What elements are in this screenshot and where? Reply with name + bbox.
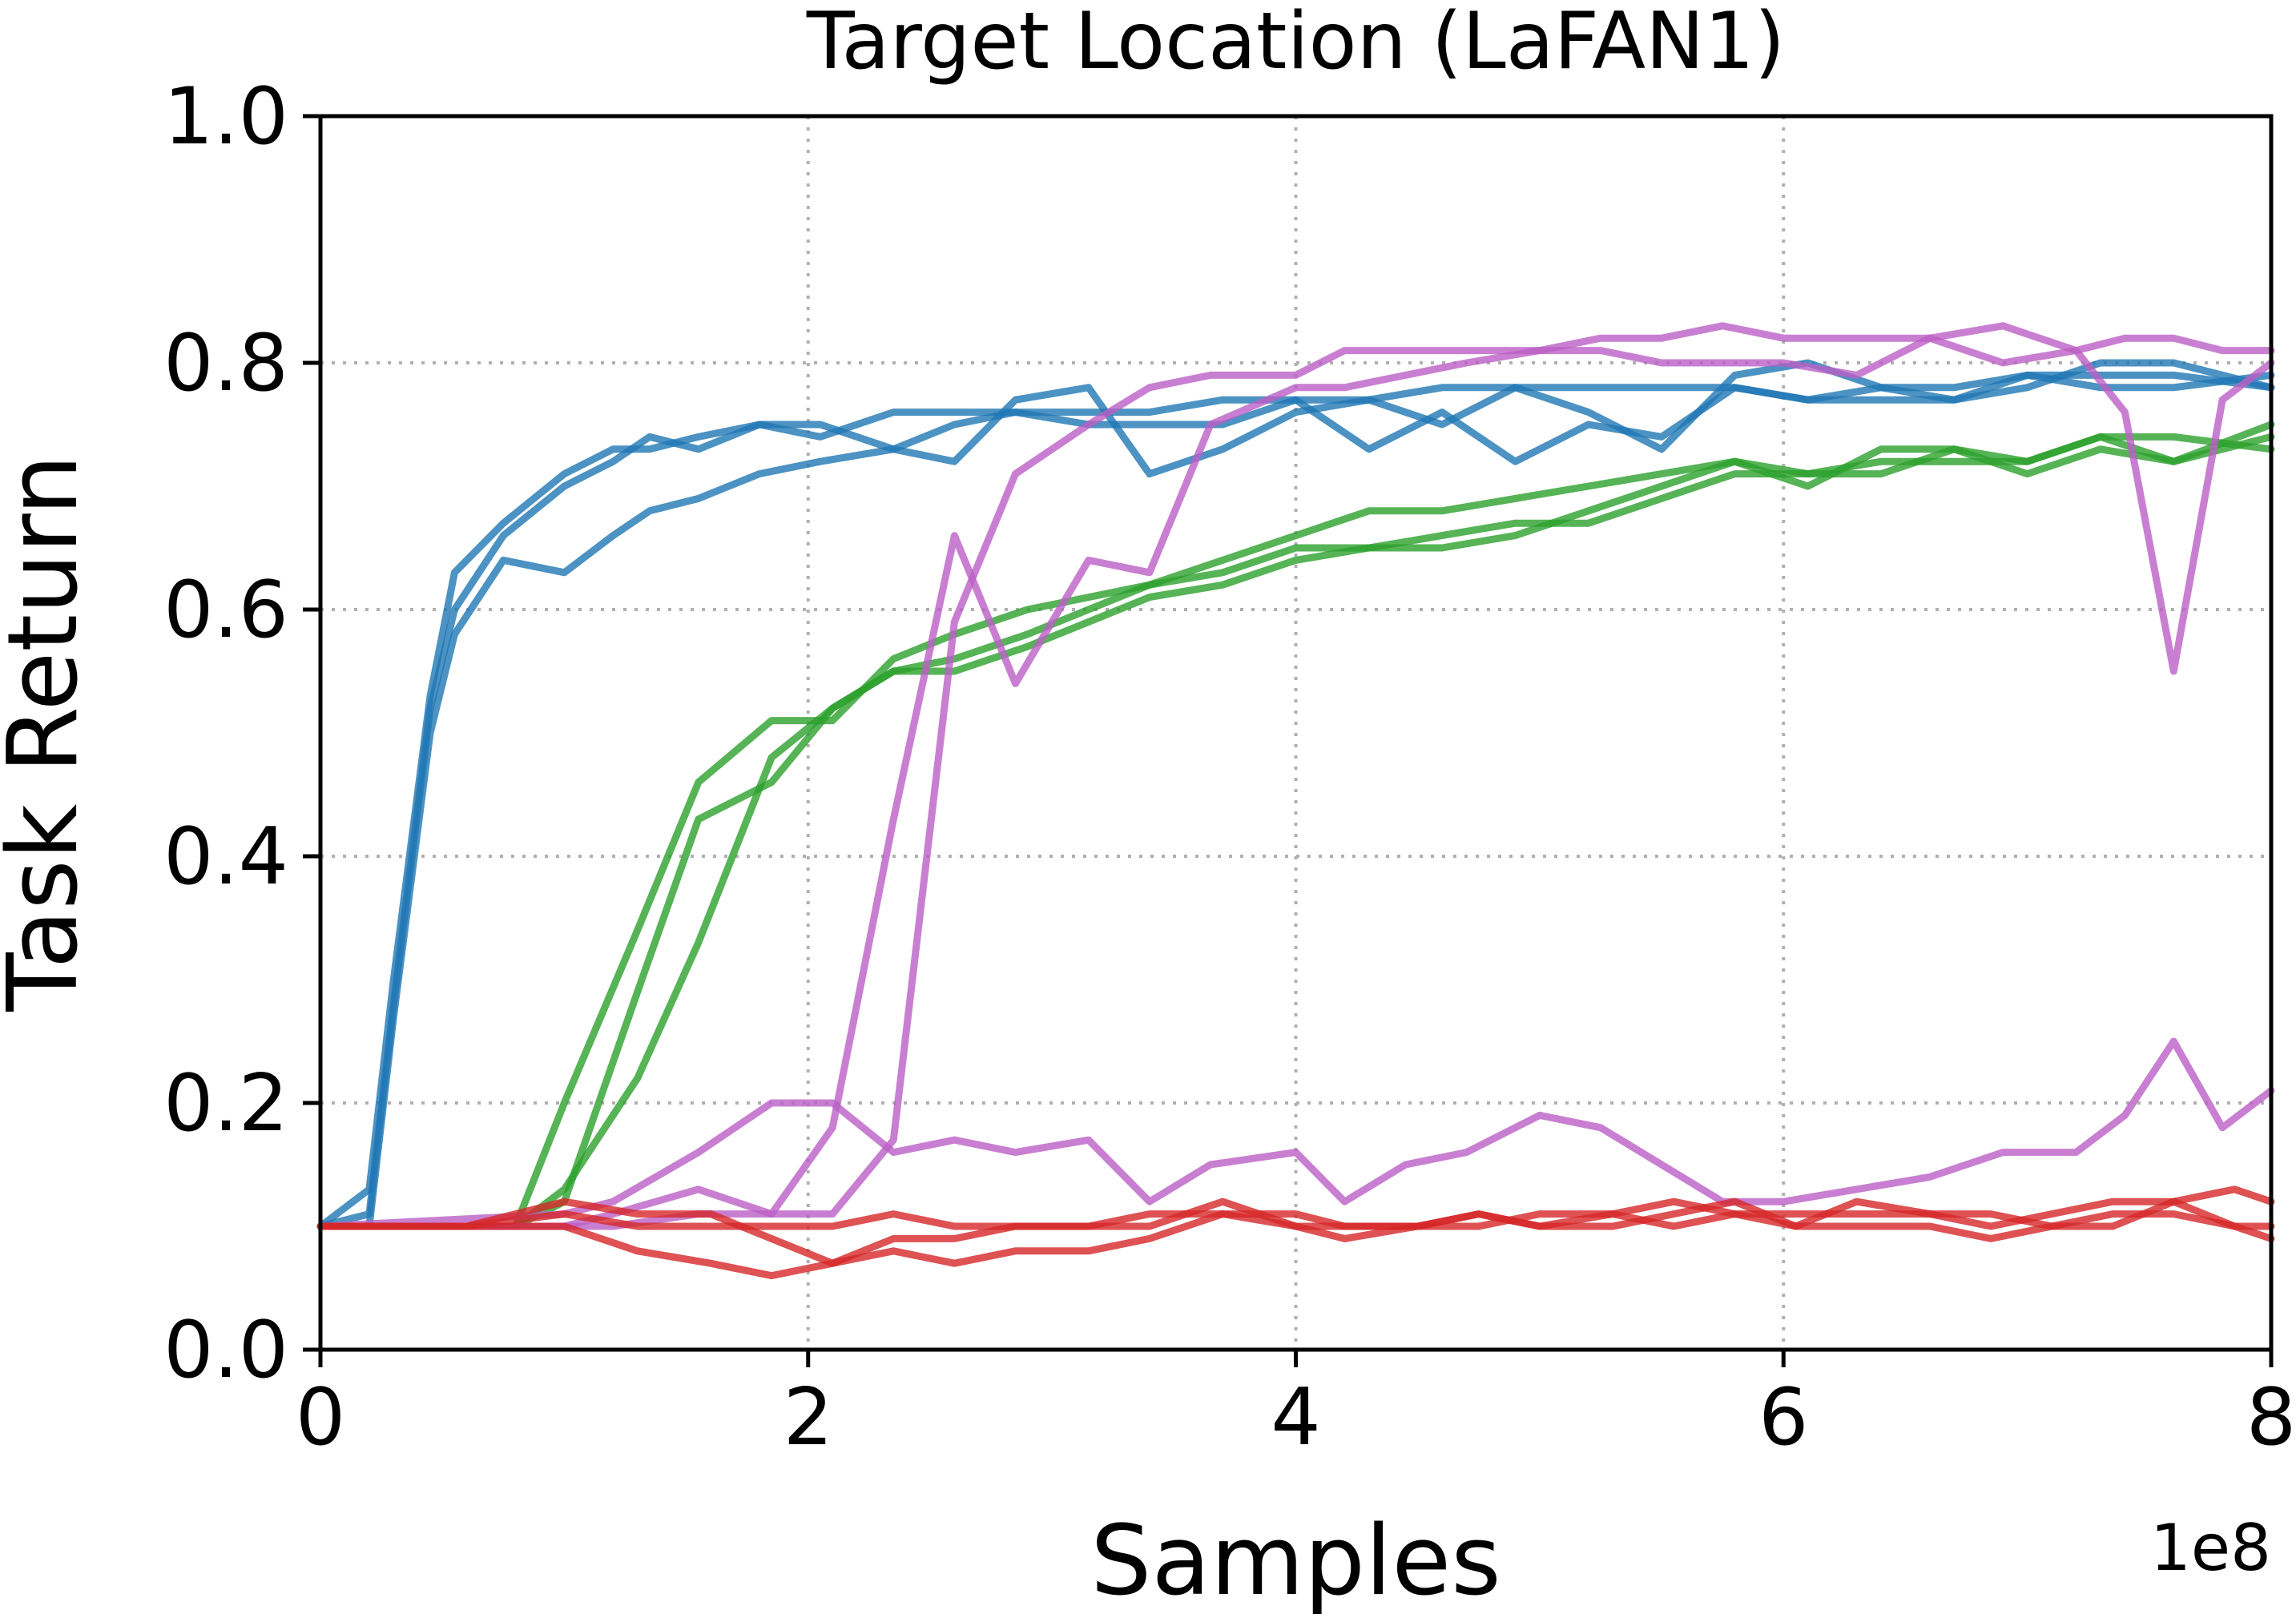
x-axis-multiplier-label: 1e8 — [2150, 1511, 2271, 1585]
y-tick-label: 0.6 — [163, 565, 288, 656]
series-line-3 — [316, 359, 2275, 1230]
series-line-11 — [316, 1197, 2275, 1267]
series-line-5 — [316, 421, 2275, 1230]
y-tick-label: 0.0 — [163, 1305, 288, 1396]
x-tick-label: 2 — [783, 1372, 833, 1463]
series-line-9 — [316, 1037, 2275, 1230]
x-tick-label: 0 — [296, 1372, 345, 1463]
x-tick-label: 8 — [2246, 1372, 2296, 1463]
series-line-7 — [316, 334, 2275, 1230]
x-axis-label: Samples — [1090, 1506, 1500, 1614]
y-tick-label: 0.8 — [163, 318, 288, 409]
y-tick-label: 0.2 — [163, 1058, 288, 1149]
y-tick-label: 0.4 — [163, 811, 288, 903]
series-line-6 — [316, 433, 2275, 1230]
chart-title: Target Location (LaFAN1) — [806, 0, 1785, 87]
x-tick-label: 4 — [1271, 1372, 1320, 1463]
series-line-8 — [316, 322, 2275, 1230]
y-axis-label: Task Return — [0, 454, 99, 1012]
x-tick-label: 6 — [1758, 1372, 1808, 1463]
axis-ticks: 0 2 4 6 8 0.0 0.2 0.4 0.6 0.8 1.0 — [163, 71, 2296, 1463]
series-line-1 — [316, 359, 2275, 1230]
series-line-2 — [316, 371, 2275, 1230]
series-lines — [316, 322, 2275, 1280]
series-line-12 — [316, 1197, 2275, 1280]
y-tick-label: 1.0 — [163, 71, 288, 163]
series-line-4 — [316, 433, 2275, 1230]
